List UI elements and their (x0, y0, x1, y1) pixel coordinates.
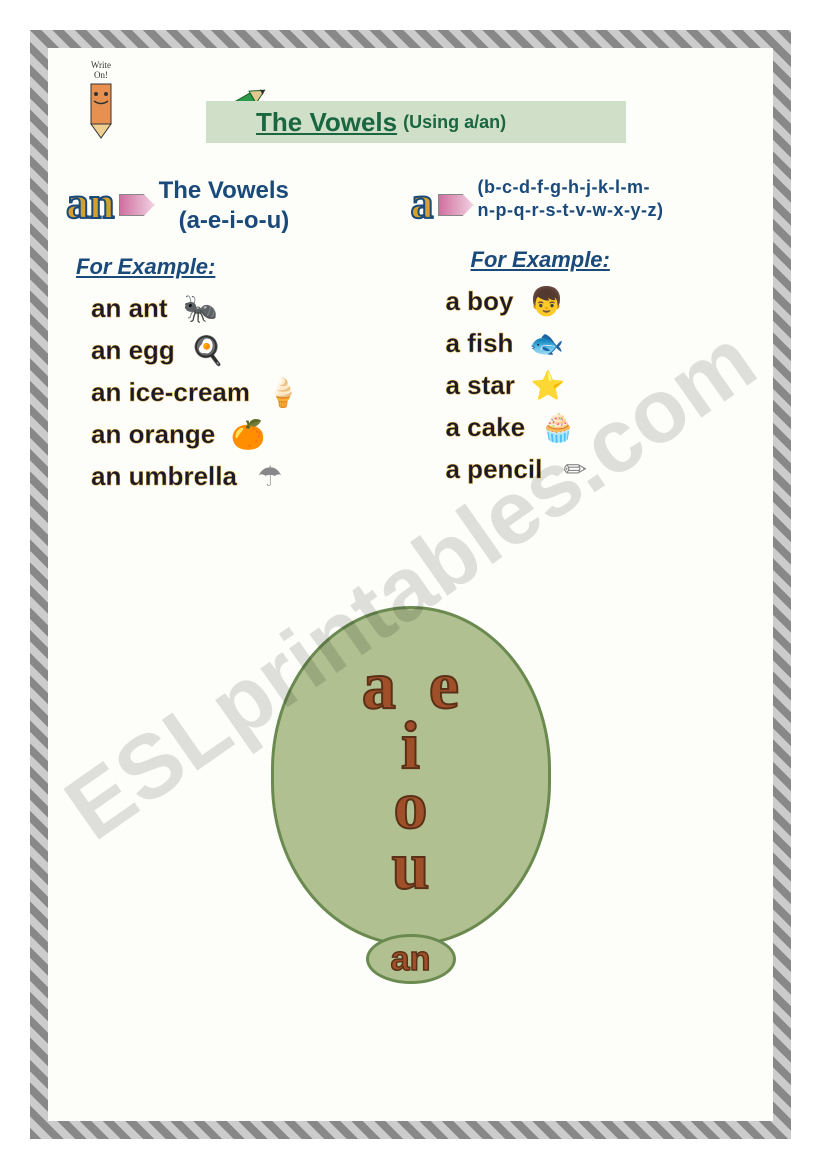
svg-text:On!: On! (94, 70, 108, 80)
a-column: a (b-c-d-f-g-h-j-k-l-m- n-p-q-r-s-t-v-w-… (411, 176, 756, 498)
example-item: an umbrella ☂ (91, 456, 411, 496)
ant-icon: 🐜 (176, 288, 226, 328)
example-item: an egg 🍳 (91, 330, 411, 370)
umbrella-icon: ☂ (245, 456, 295, 496)
example-text: an ice-cream (91, 377, 250, 408)
example-item: a star ⭐ (446, 365, 756, 405)
example-item: a pencil✏ (446, 449, 756, 489)
title-main: The Vowels (256, 107, 397, 138)
an-rule-line1: The Vowels (159, 176, 290, 206)
write-on-pencil-graphic: Write On! (66, 56, 136, 141)
example-text: an orange (91, 419, 215, 450)
example-item: a cake🧁 (446, 407, 756, 447)
an-rule-line2: (a-e-i-o-u) (179, 206, 290, 236)
example-text: an ant (91, 293, 168, 324)
example-text: a pencil (446, 454, 543, 485)
an-for-example: For Example: (76, 254, 411, 280)
star-icon: ⭐ (523, 365, 573, 405)
arrow-icon (119, 194, 155, 216)
article-an: an (66, 176, 115, 229)
egg-icon: 🍳 (183, 330, 233, 370)
title-bar: The Vowels (Using a/an) (206, 101, 626, 143)
example-item: a fish🐟 (446, 323, 756, 363)
balloon-tag-an: an (366, 934, 456, 984)
worksheet-content: Write On! The Vowels (Using a/an) an The… (66, 66, 755, 1103)
vowels-balloon: a e i o u (271, 606, 551, 946)
example-text: a cake (446, 412, 526, 443)
a-rule-line2: n-p-q-r-s-t-v-w-x-y-z) (478, 199, 664, 222)
cake-icon: 🧁 (533, 407, 583, 447)
example-text: an egg (91, 335, 175, 366)
example-text: a fish (446, 328, 514, 359)
a-rule-line1: (b-c-d-f-g-h-j-k-l-m- (478, 176, 664, 199)
example-text: an umbrella (91, 461, 237, 492)
vowel-u: u (392, 836, 430, 896)
example-item: an orange 🍊 (91, 414, 411, 454)
rules-columns: an The Vowels (a-e-i-o-u) For Example: a… (66, 176, 755, 498)
boy-icon: 👦 (521, 281, 571, 321)
orange-icon: 🍊 (223, 414, 273, 454)
icecream-icon: 🍦 (258, 372, 308, 412)
fish-icon: 🐟 (521, 323, 571, 363)
example-text: a boy (446, 286, 514, 317)
pencil-icon: ✏ (550, 449, 600, 489)
a-for-example: For Example: (471, 247, 756, 273)
write-on-text: Write (91, 60, 111, 70)
example-item: an ant 🐜 (91, 288, 411, 328)
title-sub: (Using a/an) (403, 112, 506, 133)
article-a: a (411, 176, 434, 229)
a-header: a (b-c-d-f-g-h-j-k-l-m- n-p-q-r-s-t-v-w-… (411, 176, 756, 229)
a-example-list: a boy👦 a fish🐟 a star ⭐ a cake🧁 a pencil✏ (411, 281, 756, 489)
arrow-icon (438, 194, 474, 216)
example-text: a star (446, 370, 515, 401)
vowels-balloon-group: a e i o u an (261, 606, 561, 984)
an-example-list: an ant 🐜 an egg 🍳 an ice-cream 🍦 an orange 🍊… (66, 288, 411, 496)
vowel-e: e (429, 647, 459, 723)
example-item: a boy👦 (446, 281, 756, 321)
vowel-a: a (362, 647, 396, 723)
example-item: an ice-cream 🍦 (91, 372, 411, 412)
an-header: an The Vowels (a-e-i-o-u) (66, 176, 411, 236)
an-column: an The Vowels (a-e-i-o-u) For Example: a… (66, 176, 411, 498)
